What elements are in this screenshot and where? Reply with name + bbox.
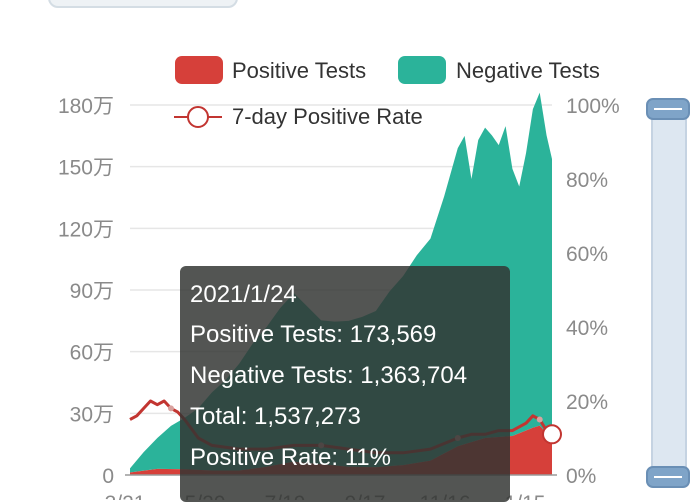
tooltip-total: Total: 1,537,273 — [190, 403, 361, 430]
y-left-tick-label: 150万 — [58, 157, 114, 180]
y-right-tick-label: 60% — [566, 243, 608, 266]
x-tick-label: 1/15 — [505, 492, 546, 500]
legend-positive-label: Positive Tests — [232, 58, 366, 83]
y-left-tick-label: 30万 — [70, 403, 114, 426]
tooltip-date: 2021/1/24 — [190, 281, 297, 308]
zoom-slider-track[interactable] — [651, 108, 687, 480]
positive-rate-point — [167, 405, 174, 412]
x-tick-label: 3/21 — [105, 492, 146, 500]
legend-rate-label: 7-day Positive Rate — [232, 104, 423, 129]
y-right-tick-label: 100% — [566, 95, 620, 118]
y-left-tick-label: 90万 — [70, 280, 114, 303]
y-left-tick-label: 0 — [102, 465, 114, 488]
y-right-tick-label: 0% — [566, 465, 596, 488]
y-right-tick-label: 20% — [566, 391, 608, 414]
tooltip-negative-tests: Negative Tests: 1,363,704 — [190, 362, 468, 389]
y-right-tick-label: 80% — [566, 169, 608, 192]
tooltip-positive-rate: Positive Rate: 11% — [190, 444, 391, 471]
y-left-tick-label: 120万 — [58, 218, 114, 241]
y-left-tick-label: 60万 — [70, 342, 114, 365]
chart-tooltip: 2021/1/24 Positive Tests: 173,569 Negati… — [180, 266, 510, 502]
y-left-tick-label: 180万 — [58, 95, 114, 118]
zoom-slider-top-handle[interactable] — [646, 98, 690, 120]
y-right-tick-label: 40% — [566, 317, 608, 340]
legend-negative-swatch — [398, 56, 446, 84]
zoom-slider-bottom-handle[interactable] — [646, 466, 690, 488]
tooltip-positive-tests: Positive Tests: 173,569 — [190, 321, 437, 348]
positive-rate-highlight-point — [542, 424, 562, 445]
positive-rate-point — [536, 416, 543, 423]
legend-negative-label: Negative Tests — [456, 58, 600, 83]
legend-rate-marker — [187, 106, 209, 128]
legend-positive-swatch — [175, 56, 223, 84]
